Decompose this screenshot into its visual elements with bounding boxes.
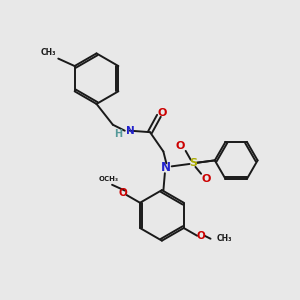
Text: H: H: [114, 129, 122, 139]
Text: O: O: [158, 108, 167, 118]
Text: O: O: [119, 188, 128, 198]
Text: CH₃: CH₃: [40, 47, 56, 56]
Text: S: S: [189, 158, 197, 168]
Text: O: O: [196, 231, 206, 241]
Text: O: O: [201, 174, 211, 184]
Text: N: N: [126, 126, 134, 136]
Text: OCH₃: OCH₃: [99, 176, 119, 182]
Text: CH₃: CH₃: [217, 234, 232, 243]
Text: O: O: [176, 140, 185, 151]
Text: N: N: [161, 161, 171, 174]
